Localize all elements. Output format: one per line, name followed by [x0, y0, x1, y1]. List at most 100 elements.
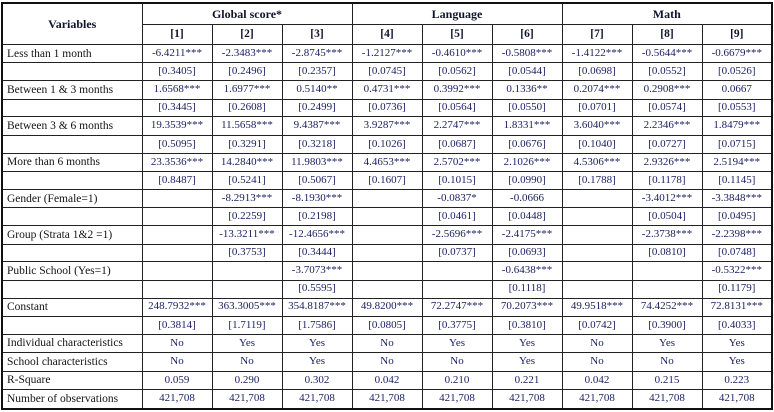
value-cell: [0.0526] — [701, 62, 773, 82]
value-cell: [0.3291] — [211, 134, 283, 154]
table-row: [0.3753] [0.3444] [0.0737] [0.0693] [0.0810]… — [1, 243, 773, 263]
value-cell — [351, 207, 423, 227]
value-cell: 49.8200*** — [351, 297, 423, 318]
table-row: [0.2259] [0.2198] [0.0461] [0.0448] [0.0504]… — [1, 207, 773, 227]
value-cell: -2.8745*** — [281, 43, 353, 64]
value-cell: [0.0748] — [701, 243, 773, 263]
value-cell: 2.9326*** — [631, 152, 703, 173]
value-cell — [351, 279, 423, 299]
value-cell: 19.3539*** — [141, 116, 213, 136]
value-cell — [561, 225, 633, 245]
group-header-language: Language — [351, 2, 563, 25]
value-cell: 1.6977*** — [211, 80, 283, 100]
value-cell: [0.3753] — [211, 243, 283, 263]
value-cell: [0.8487] — [141, 171, 213, 190]
value-cell: [0.0676] — [491, 134, 563, 154]
column-header-2: [2] — [211, 24, 283, 45]
value-cell — [561, 207, 633, 227]
value-cell: [0.1040] — [561, 134, 633, 154]
value-cell: 2.5194*** — [701, 152, 773, 173]
value-cell — [141, 243, 213, 263]
value-cell: [0.3810] — [491, 316, 563, 335]
value-cell: 3.6040*** — [561, 116, 633, 136]
value-cell: Yes — [701, 352, 773, 372]
value-cell: -3.3848*** — [701, 188, 773, 209]
value-cell: 248.7932*** — [141, 297, 213, 318]
value-cell: -2.4175*** — [491, 225, 563, 245]
row-label: Group (Strata 1&2 =1) — [1, 225, 143, 245]
row-label: R-Square — [1, 370, 143, 391]
value-cell: -8.1930*** — [281, 188, 353, 209]
column-header-9: [9] — [701, 24, 773, 45]
table-row: Between 3 & 6 months 19.3539*** 11.5658***… — [1, 116, 773, 136]
value-cell: [0.2357] — [281, 62, 353, 82]
value-cell: [0.0742] — [561, 316, 633, 335]
value-cell: -2.2398*** — [701, 225, 773, 245]
value-cell: 2.2747*** — [421, 116, 493, 136]
value-cell: [0.0810] — [631, 243, 703, 263]
value-cell: No — [351, 333, 423, 354]
value-cell — [561, 188, 633, 209]
value-cell: 0.1336** — [491, 80, 563, 100]
value-cell — [141, 261, 213, 281]
value-cell: [0.1145] — [701, 171, 773, 190]
value-cell: 0.221 — [491, 370, 563, 391]
value-cell — [351, 261, 423, 281]
value-cell: [0.0574] — [631, 98, 703, 118]
table-header: Variables Global score* Language Math [1… — [1, 2, 773, 45]
value-cell: [0.5067] — [281, 171, 353, 190]
column-number-row: [1] [2] [3] [4] [5] [6] [7] [8] [9] — [2, 24, 773, 45]
value-cell: 0.059 — [141, 370, 213, 391]
table-row: Gender (Female=1) -8.2913*** -8.1930*** -0.… — [1, 188, 773, 209]
value-cell: -12.4656*** — [281, 225, 353, 245]
value-cell: 0.2908*** — [631, 80, 703, 100]
value-cell — [351, 188, 423, 209]
value-cell: [0.0544] — [491, 62, 563, 82]
value-cell: [0.0461] — [421, 207, 493, 227]
row-label: Constant — [1, 297, 143, 318]
row-label: School characteristics — [1, 352, 143, 372]
value-cell: 421,708 — [561, 389, 633, 410]
value-cell: [0.3814] — [141, 316, 213, 335]
value-cell: 3.9287*** — [351, 116, 423, 136]
table-row: Number of observations 421,708 421,708 421,… — [1, 389, 773, 410]
value-cell: 4.5306*** — [561, 152, 633, 173]
value-cell: -1.4122*** — [561, 43, 633, 64]
value-cell: 2.5702*** — [421, 152, 493, 173]
value-cell: 0.223 — [701, 370, 773, 391]
value-cell: [0.0745] — [351, 62, 423, 82]
value-cell: [0.0687] — [421, 134, 493, 154]
value-cell: 0.215 — [631, 370, 703, 391]
value-cell: 421,708 — [701, 389, 773, 410]
group-header-global-score: Global score* — [141, 2, 353, 25]
value-cell: 0.210 — [421, 370, 493, 391]
value-cell: 70.2073*** — [491, 297, 563, 318]
value-cell: [0.0698] — [561, 62, 633, 82]
value-cell: -0.5322*** — [701, 261, 773, 281]
row-label — [1, 134, 143, 154]
value-cell: No — [421, 352, 493, 372]
value-cell: -0.0837* — [421, 188, 493, 209]
table-row: [0.3814] [1.7119] [1.7586] [0.0805] [0.3775]… — [1, 316, 773, 335]
value-cell: -8.2913*** — [211, 188, 283, 209]
value-cell: 11.9803*** — [281, 152, 353, 173]
value-cell: No — [141, 352, 213, 372]
value-cell: -0.5808*** — [491, 43, 563, 64]
row-label: Between 3 & 6 months — [1, 116, 143, 136]
value-cell: -0.4610*** — [421, 43, 493, 64]
table-row: School characteristics No No Yes No No Yes No No… — [1, 352, 773, 372]
value-cell: [0.2499] — [281, 98, 353, 118]
column-header-6: [6] — [491, 24, 563, 45]
value-cell: -6.4211*** — [141, 43, 213, 64]
value-cell: 0.3992*** — [421, 80, 493, 100]
value-cell: 421,708 — [281, 389, 353, 410]
row-label: Between 1 & 3 months — [1, 80, 143, 100]
table-row: [0.3405] [0.2496] [0.2357] [0.0745] [0.0562]… — [1, 62, 773, 82]
value-cell: Yes — [491, 352, 563, 372]
value-cell: -2.3483*** — [211, 43, 283, 64]
value-cell: [0.3775] — [421, 316, 493, 335]
value-cell: [0.5241] — [211, 171, 283, 190]
value-cell: 2.2346*** — [631, 116, 703, 136]
value-cell: [0.3444] — [281, 243, 353, 263]
value-cell: [0.1118] — [491, 279, 563, 299]
